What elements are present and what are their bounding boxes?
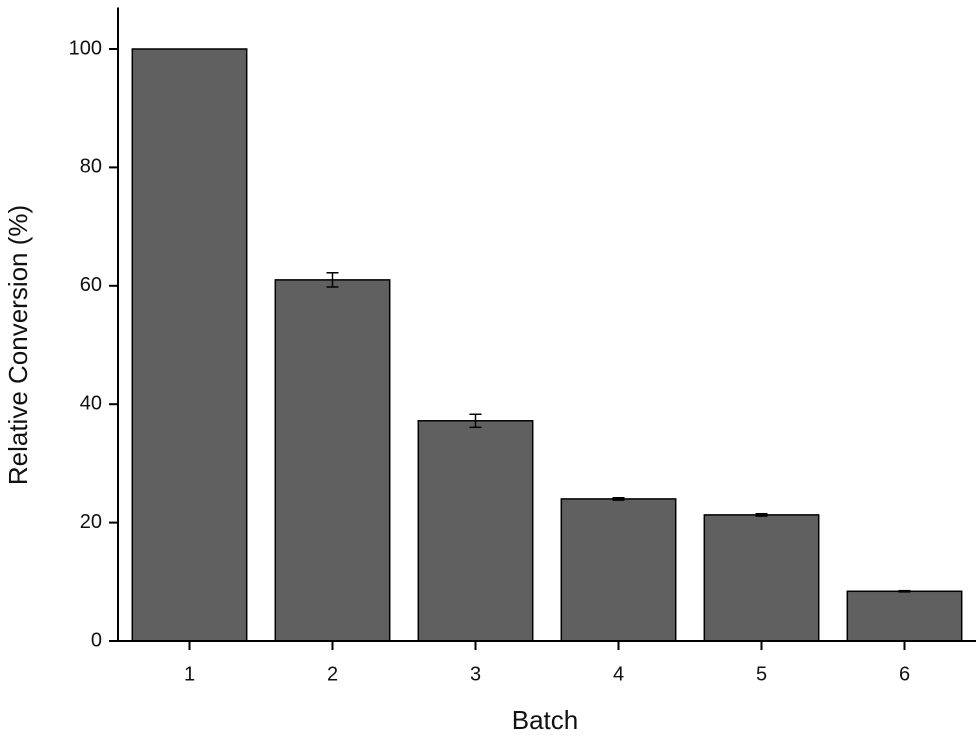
x-tick-label: 1: [184, 663, 195, 685]
error-bar: [326, 272, 339, 288]
y-tick-label: 40: [80, 392, 102, 414]
x-tick-label: 3: [470, 663, 481, 685]
x-tick-label: 2: [327, 663, 338, 685]
error-bar: [469, 413, 482, 429]
bar: [131, 48, 248, 642]
bar: [417, 420, 534, 642]
y-tick-label: 100: [69, 37, 102, 59]
x-tick-label: 6: [899, 663, 910, 685]
x-tick-label: 5: [756, 663, 767, 685]
bar: [846, 590, 963, 642]
bar: [560, 498, 677, 642]
bar: [703, 514, 820, 642]
error-bar: [898, 589, 911, 593]
y-tick-label: 20: [80, 511, 102, 533]
error-bar: [612, 496, 625, 501]
y-tick-label: 60: [80, 274, 102, 296]
y-tick-label: 80: [80, 156, 102, 178]
x-tick-label: 4: [613, 663, 624, 685]
x-axis-title: Batch: [512, 705, 579, 735]
y-tick-label: 0: [91, 629, 102, 651]
bar: [274, 279, 391, 642]
y-axis-title: Relative Conversion (%): [3, 205, 33, 485]
error-bar: [755, 512, 768, 517]
